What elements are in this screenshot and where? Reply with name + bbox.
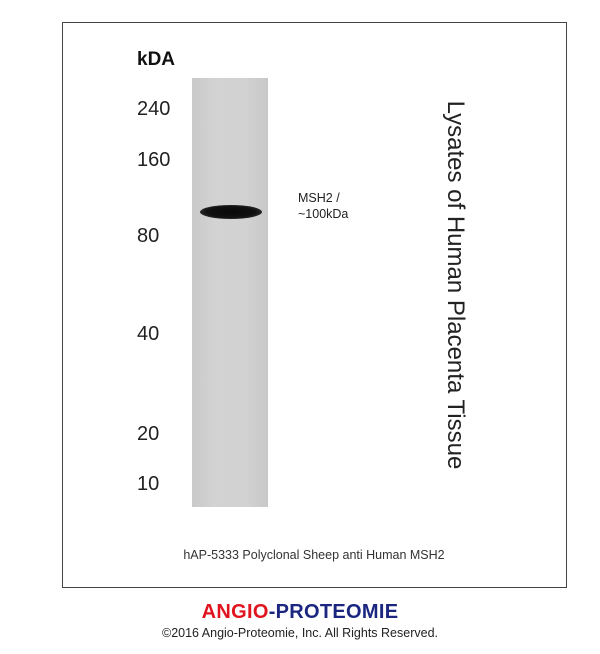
sample-title: Lysates of Human Placenta Tissue <box>442 100 469 470</box>
unit-label: kDA <box>137 49 176 70</box>
marker-240: 240 <box>137 98 171 120</box>
brand-part1: ANGIO <box>201 601 269 623</box>
figure-frame <box>62 22 567 588</box>
brand-part2: PROTEOMIE <box>275 601 399 623</box>
marker-40: 40 <box>137 323 160 345</box>
band-label: MSH2 / ~100kDa <box>298 190 348 222</box>
copyright: ©2016 Angio-Proteomie, Inc. All Rights R… <box>161 626 439 640</box>
brand-logo: ANGIO-PROTEOMIE <box>0 601 600 624</box>
antibody-caption: hAP-5333 Polyclonal Sheep anti Human MSH… <box>183 548 445 562</box>
marker-80: 80 <box>137 225 160 247</box>
protein-band <box>200 205 262 219</box>
marker-20: 20 <box>137 423 160 445</box>
band-label-size: ~100kDa <box>298 207 349 221</box>
brand-sep: - <box>268 601 276 623</box>
marker-10: 10 <box>137 473 160 495</box>
blot-lane <box>192 78 268 507</box>
marker-160: 160 <box>137 149 171 171</box>
band-label-name: MSH2 / <box>298 191 340 205</box>
